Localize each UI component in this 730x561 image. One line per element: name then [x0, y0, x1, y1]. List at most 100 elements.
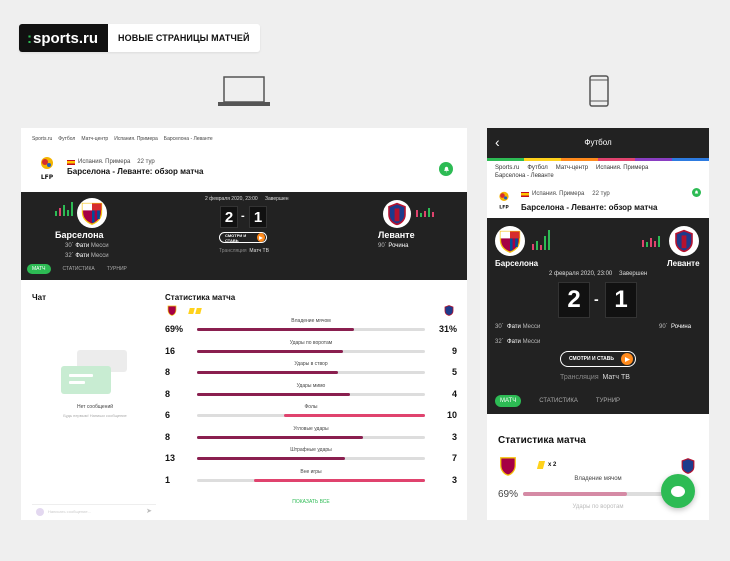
chat-input-placeholder: Написать сообщение... [48, 509, 91, 514]
stat-row: 1 Вне игры 3 [165, 469, 457, 490]
away-form-icon [416, 208, 434, 217]
breadcrumb: Sports.ru Футбол Матч-центр Испания. При… [495, 165, 705, 179]
stat-label: Фолы [304, 404, 318, 410]
header-title: НОВЫЕ СТРАНИЦЫ МАТЧЕЙ [108, 24, 260, 52]
away-team-name[interactable]: Леванте [667, 259, 700, 268]
round: 22 тур [592, 191, 610, 197]
stat-bar [523, 492, 673, 496]
breadcrumb-item[interactable]: Матч-центр [555, 165, 589, 171]
stat-away-value: 3 [451, 431, 457, 442]
breadcrumb-item[interactable]: Испания. Примера [596, 165, 649, 171]
notify-button[interactable] [439, 162, 453, 176]
chat-input[interactable]: Написать сообщение... ➤ [32, 504, 156, 516]
stat-row: 6 Фолы 10 [165, 404, 457, 425]
barcelona-crest-icon[interactable] [77, 198, 107, 228]
away-scorer: 90` Рочина [659, 324, 692, 330]
stat-bar [197, 478, 425, 482]
tab-statistics[interactable]: СТАТИСТИКА [539, 398, 578, 404]
stat-bar [197, 457, 425, 460]
send-icon[interactable]: ➤ [146, 508, 152, 515]
tab-statistics[interactable]: СТАТИСТИКА [62, 266, 95, 272]
stat-bar [197, 392, 425, 396]
league-name[interactable]: Испания. Примера [78, 159, 131, 165]
yellow-card-icon [195, 308, 202, 314]
back-arrow-icon[interactable]: ‹ [495, 134, 500, 150]
stat-away-value: 31% [438, 324, 457, 334]
chat-fab-button[interactable] [661, 474, 695, 508]
stat-away-value: 4 [451, 388, 457, 399]
breadcrumb: Sports.ru Футбол Матч-центр Испания. При… [32, 136, 213, 142]
breadcrumb-item[interactable]: Футбол [527, 165, 548, 171]
notify-button[interactable] [692, 188, 701, 197]
home-scorer: 30` Фати Месси [495, 324, 541, 330]
stat-bar-home-fill [197, 392, 350, 396]
show-all-link[interactable]: ПОКАЗАТЬ ВСЕ [292, 499, 330, 505]
watch-and-bet-button[interactable]: СМОТРИ И СТАВЬ [560, 351, 636, 367]
stat-bar-home-fill [197, 371, 339, 374]
stat-bar-away-fill [254, 478, 425, 482]
sports-ru-logo[interactable]: : sports.ru [19, 24, 109, 52]
barcelona-crest-icon[interactable] [495, 226, 525, 256]
breadcrumb-item[interactable]: Барселона - Леванте [495, 173, 554, 179]
empty-chat-illustration [61, 350, 127, 394]
home-form-icon [532, 230, 550, 250]
levante-mini-crest-icon [681, 458, 695, 474]
home-team-name[interactable]: Барселона [55, 230, 104, 240]
away-team-name[interactable]: Леванте [378, 230, 415, 240]
stat-bar-away-fill [283, 414, 425, 417]
tab-match[interactable]: МАТЧ [27, 264, 51, 274]
phone-icon [589, 75, 609, 107]
spain-flag-icon [67, 159, 75, 165]
stat-bar [197, 414, 425, 417]
stat-bar-home-fill [197, 349, 343, 353]
yellow-cards-count: x 2 [536, 461, 556, 469]
mobile-header: ‹ Футбол [487, 128, 709, 158]
stat-row: 8 Угловые удары 3 [165, 426, 457, 447]
home-score: 2 [220, 206, 238, 228]
spain-flag-icon [521, 191, 529, 197]
tab-tournament[interactable]: ТУРНИР [595, 398, 621, 404]
home-scorer: 32` Фати Месси [495, 339, 541, 345]
mobile-match-page: ‹ Футбол Sports.ru Футбол Матч-центр Исп… [487, 128, 709, 520]
league-info: Испания. Примера 22 тур [67, 159, 155, 165]
stats-title: Статистика матча [165, 293, 236, 302]
stats-title: Статистика матча [498, 435, 586, 446]
levante-crest-icon[interactable] [383, 200, 411, 228]
league-name[interactable]: Испания. Примера [532, 191, 585, 197]
barcelona-mini-crest-icon [500, 457, 516, 476]
match-status: Завершен [265, 196, 289, 202]
stat-bar [197, 349, 425, 353]
stat-bar [197, 328, 425, 331]
bell-icon [694, 190, 699, 194]
breadcrumb-item[interactable]: Барселона - Леванте [163, 136, 213, 142]
breadcrumb-item[interactable]: Футбол [58, 136, 76, 142]
scoreboard: Барселона 30` Фати Месси 32` Фати Месси … [21, 192, 467, 280]
stat-bar-home-fill [197, 435, 364, 439]
barcelona-mini-crest-icon [167, 305, 177, 316]
svg-text:LFP: LFP [499, 205, 509, 211]
breadcrumb-item[interactable]: Sports.ru [495, 165, 520, 171]
stat-label: Владение мячом [291, 318, 331, 324]
tab-tournament[interactable]: ТУРНИР [106, 266, 127, 272]
levante-crest-icon[interactable] [669, 226, 699, 256]
home-form-icon [55, 202, 73, 216]
watch-label: СМОТРИ И СТАВЬ [225, 232, 247, 243]
home-team-name[interactable]: Барселона [495, 259, 539, 268]
tab-match[interactable]: МАТЧ [495, 395, 522, 407]
stat-away-value: 3 [451, 474, 457, 485]
breadcrumb-item[interactable]: Sports.ru [32, 136, 53, 142]
chat-bubble-icon [671, 485, 685, 497]
breadcrumb-item[interactable]: Испания. Примера [114, 136, 158, 142]
scoreboard: Барселона Леванте 2 февраля 2020, 23:00 … [487, 218, 709, 414]
watch-and-bet-button[interactable]: СМОТРИ И СТАВЬ [219, 232, 267, 243]
stat-label: Удары мимо [296, 382, 326, 389]
logo-text: sports.ru [33, 29, 99, 47]
away-score: 1 [605, 282, 637, 318]
breadcrumb-item[interactable]: Матч-центр [81, 136, 109, 142]
match-tabs: МАТЧ СТАТИСТИКА ТУРНИР [27, 264, 127, 274]
stat-home-value: 8 [165, 431, 171, 442]
stat-row: 8 Удары в створ 5 [165, 361, 457, 382]
league-info: Испания. Примера 22 тур [521, 191, 610, 197]
stat-label: Удары по воротам [289, 339, 333, 346]
desktop-match-page: Sports.ru Футбол Матч-центр Испания. При… [21, 128, 467, 520]
